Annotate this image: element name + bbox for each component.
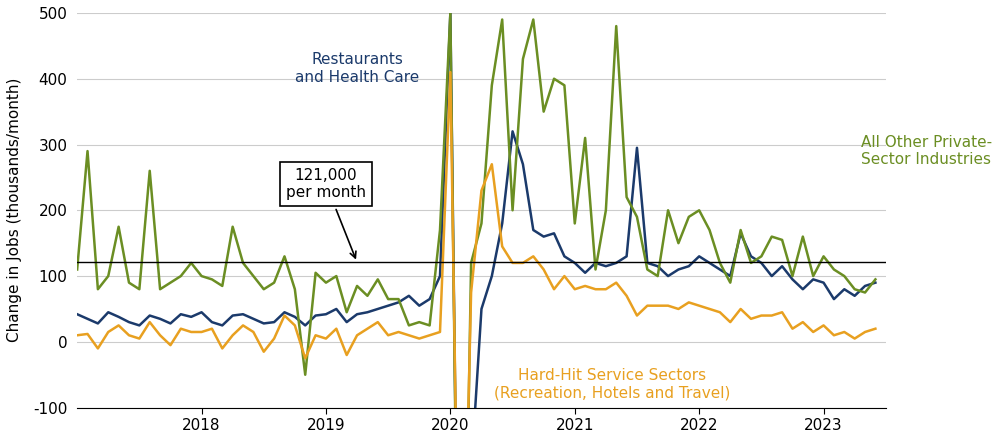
Text: Hard-Hit Service Sectors
(Recreation, Hotels and Travel): Hard-Hit Service Sectors (Recreation, Ho…	[494, 368, 730, 401]
Text: All Other Private-
Sector Industries: All Other Private- Sector Industries	[861, 135, 992, 167]
Y-axis label: Change in Jobs (thousands/month): Change in Jobs (thousands/month)	[7, 78, 22, 342]
Text: 121,000
per month: 121,000 per month	[286, 168, 366, 258]
Text: Restaurants
and Health Care: Restaurants and Health Care	[295, 52, 419, 85]
